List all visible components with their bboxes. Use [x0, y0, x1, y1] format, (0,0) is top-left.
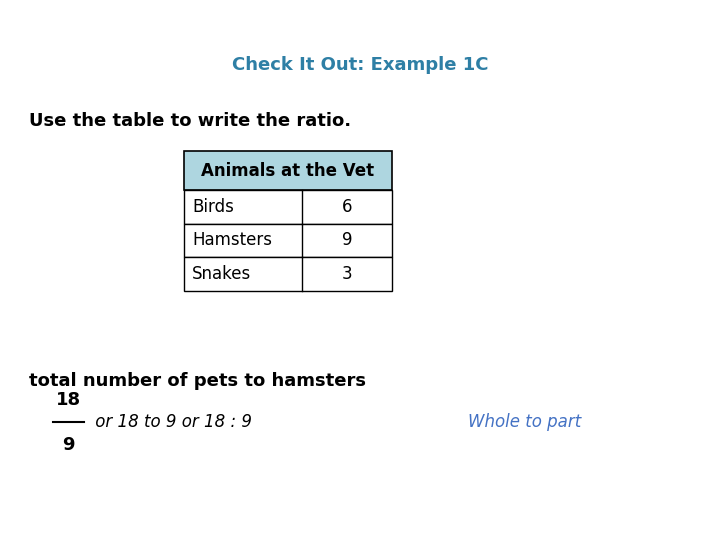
FancyBboxPatch shape: [184, 151, 392, 190]
FancyBboxPatch shape: [184, 224, 392, 257]
Text: Whole to part: Whole to part: [468, 413, 581, 431]
Text: Birds: Birds: [192, 198, 234, 216]
Text: Check It Out: Example 1C: Check It Out: Example 1C: [232, 56, 488, 74]
Text: total number of pets to hamsters: total number of pets to hamsters: [29, 372, 366, 390]
Text: Animals at the Vet: Animals at the Vet: [202, 161, 374, 180]
Text: Use the table to write the ratio.: Use the table to write the ratio.: [29, 112, 351, 131]
FancyBboxPatch shape: [184, 190, 392, 224]
Text: 9: 9: [62, 436, 75, 454]
Text: 3: 3: [342, 265, 353, 283]
Text: Snakes: Snakes: [192, 265, 251, 283]
FancyBboxPatch shape: [184, 257, 392, 291]
Text: Hamsters: Hamsters: [192, 231, 272, 249]
Text: 9: 9: [342, 231, 353, 249]
Text: 6: 6: [342, 198, 353, 216]
Text: 18: 18: [56, 390, 81, 409]
Text: or 18 to 9 or 18 : 9: or 18 to 9 or 18 : 9: [90, 413, 252, 431]
